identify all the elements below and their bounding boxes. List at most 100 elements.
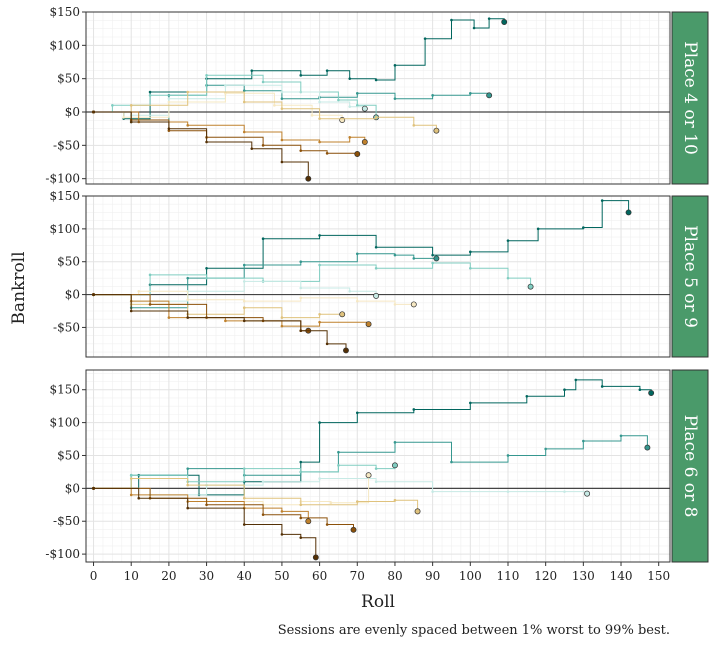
- series-point: [242, 496, 246, 500]
- series-point: [186, 90, 190, 94]
- x-tick-label: 100: [459, 569, 482, 583]
- series-end-point: [343, 347, 349, 354]
- series-line-4: [93, 84, 366, 116]
- series-point: [148, 303, 152, 306]
- panel-border: [85, 369, 671, 563]
- x-tick-label: 70: [350, 569, 365, 583]
- y-tick-label: $150: [49, 189, 80, 203]
- y-tick-label: -$50: [53, 320, 80, 334]
- facet-panel-1: -$100 -$50 $0 $50 $100 $150 Place 4 or 10: [45, 5, 709, 186]
- series-point: [280, 324, 284, 328]
- series-point: [224, 92, 227, 95]
- series-point: [186, 124, 190, 127]
- y-tick-label: -$50: [53, 514, 80, 528]
- series-point: [469, 401, 472, 405]
- series-point: [280, 160, 284, 164]
- panel-border: [85, 11, 671, 185]
- facet-strip: [671, 369, 709, 563]
- series-point: [431, 253, 434, 257]
- series-point: [469, 250, 472, 254]
- series-point: [472, 26, 476, 30]
- series-point: [280, 90, 284, 94]
- series-point: [299, 149, 303, 152]
- y-tick-label: $50: [57, 448, 80, 462]
- series-point: [299, 286, 303, 290]
- series-point: [299, 296, 303, 300]
- series-point: [638, 388, 642, 392]
- series-point: [299, 516, 303, 520]
- series-point: [310, 114, 314, 117]
- series-point: [348, 77, 352, 80]
- y-tick-label: $50: [57, 72, 80, 86]
- series-point: [261, 237, 265, 241]
- series-point: [148, 94, 152, 97]
- series-point: [355, 411, 359, 415]
- x-tick-label: 20: [161, 569, 176, 583]
- series-point: [205, 140, 208, 144]
- series-point: [318, 477, 321, 480]
- series-point: [242, 523, 246, 526]
- series-point: [329, 501, 333, 505]
- series-point: [318, 312, 321, 316]
- panel-background: [86, 196, 670, 357]
- series-point: [348, 289, 352, 293]
- series-end-point: [361, 139, 368, 145]
- series-end-point: [433, 127, 440, 134]
- series-point: [582, 439, 585, 443]
- x-axis: 0 10 20 30 40 50 60 70 80 90 100 110 120 130 140 150: [90, 562, 670, 583]
- series-end-point: [486, 92, 493, 99]
- series-point: [129, 104, 133, 107]
- series-end-point: [527, 283, 534, 290]
- series-point: [242, 319, 246, 323]
- facet-strip-label: Place 4 or 10: [680, 41, 700, 155]
- series-start-point: [92, 110, 96, 114]
- series-end-point: [501, 19, 508, 25]
- series-point: [129, 309, 133, 313]
- series-point: [299, 74, 303, 77]
- x-tick-label: 10: [124, 569, 139, 583]
- series-point: [318, 320, 321, 324]
- series-end-point: [644, 444, 651, 451]
- series-point: [242, 306, 246, 310]
- series-point: [129, 120, 133, 124]
- series-point: [242, 467, 246, 470]
- series-point: [167, 97, 171, 100]
- chart-caption: Sessions are evenly spaced between 1% wo…: [278, 623, 670, 638]
- series-point: [469, 92, 472, 95]
- series-point: [250, 147, 254, 150]
- series-point: [129, 493, 133, 497]
- series-end-point: [361, 105, 368, 112]
- series-point: [318, 263, 321, 267]
- series-point: [261, 144, 265, 147]
- series-end-point: [305, 518, 312, 525]
- series-end-point: [410, 301, 417, 308]
- series-point: [186, 316, 190, 319]
- series-point: [129, 473, 133, 477]
- series-point: [242, 130, 246, 134]
- series-end-point: [625, 209, 632, 216]
- y-tick-label: $150: [49, 383, 80, 397]
- series-point: [261, 480, 265, 484]
- series-point: [318, 234, 321, 237]
- series-end-point: [584, 490, 591, 497]
- y-tick-label: $0: [65, 481, 80, 495]
- series-end-point: [365, 472, 372, 479]
- series-end-point: [648, 390, 655, 396]
- series-line-2: [93, 253, 437, 309]
- series-point: [619, 434, 623, 438]
- x-tick-label: 140: [610, 569, 633, 583]
- series-point: [280, 97, 284, 100]
- series-point: [273, 104, 276, 107]
- series-point: [299, 470, 303, 474]
- series-point: [393, 253, 397, 257]
- series-point: [574, 378, 578, 382]
- series-point: [393, 97, 397, 100]
- y-tick-label: $50: [57, 255, 80, 269]
- series-point: [600, 385, 604, 388]
- series-point: [393, 498, 397, 502]
- series-point: [280, 533, 284, 536]
- series-point: [280, 510, 284, 513]
- series-point: [374, 480, 378, 484]
- x-tick-label: 50: [274, 569, 289, 583]
- series-end-point: [312, 554, 319, 561]
